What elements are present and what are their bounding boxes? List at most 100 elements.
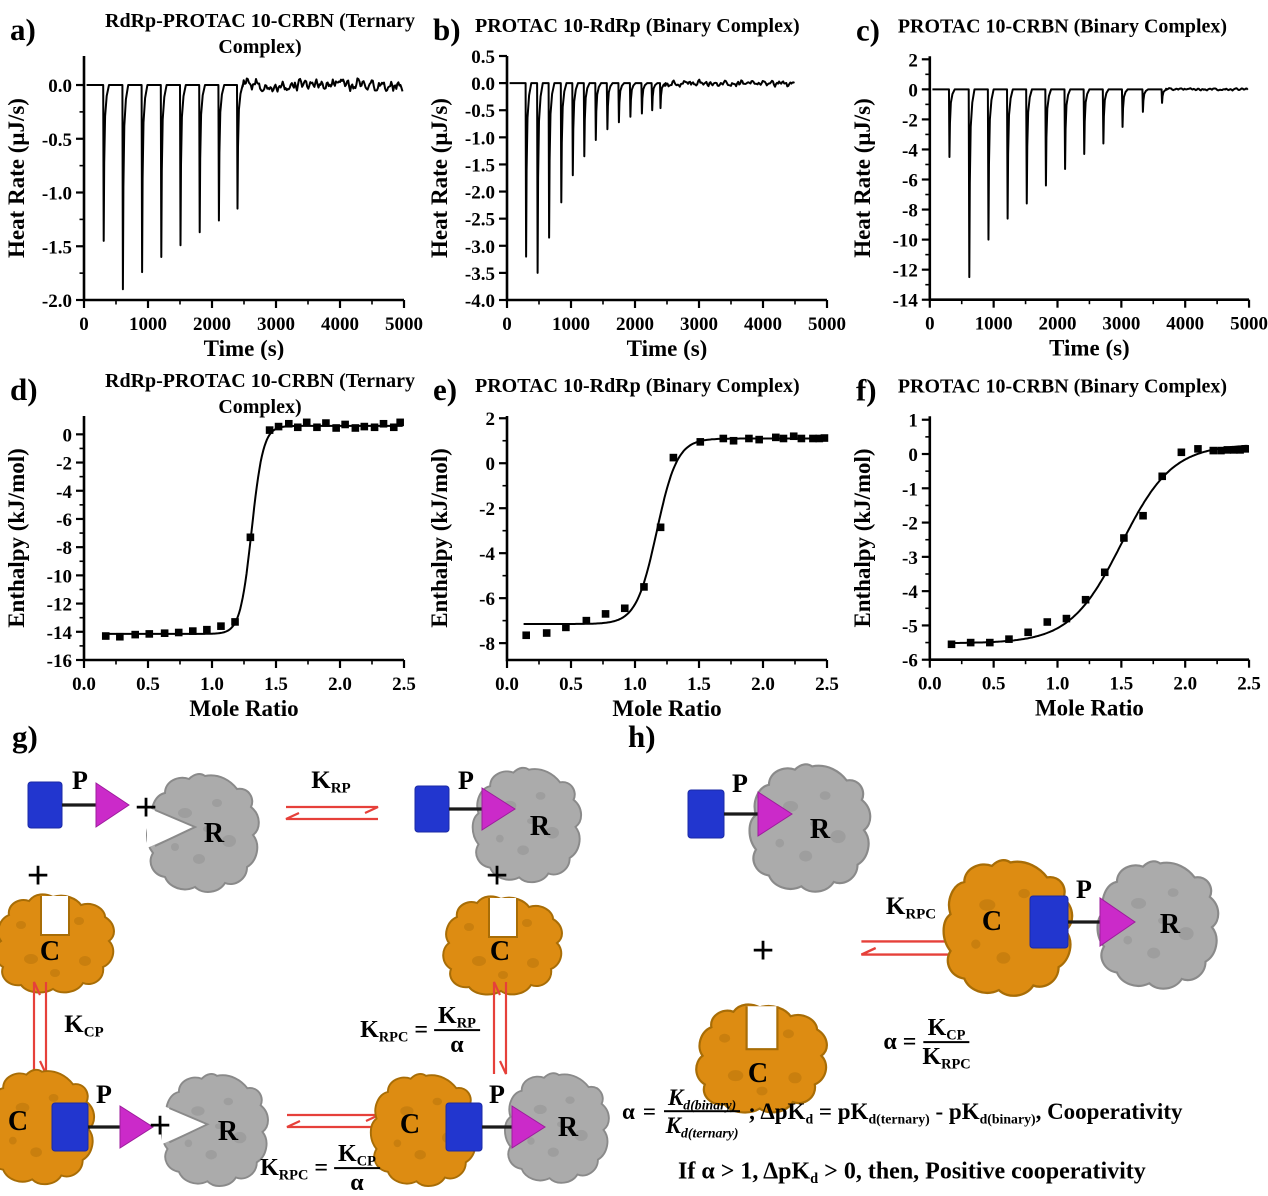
y-tick-label: -16 <box>47 651 72 672</box>
data-point <box>755 435 763 444</box>
y-tick-label: -2.0 <box>465 183 495 204</box>
fit-curve <box>103 424 403 635</box>
x-tick-label: 0 <box>502 314 512 335</box>
data-point <box>341 420 349 429</box>
y-axis-label: Heat Rate (μJ/s) <box>850 98 875 257</box>
panel-letter: f) <box>856 372 877 407</box>
x-tick-label: 3000 <box>680 314 718 335</box>
protac-label: P <box>458 766 474 795</box>
data-point <box>696 438 705 446</box>
data-point <box>274 422 283 431</box>
y-axis-ticks: 2 0 -2 -4 -6 -8 -10 -12 -14 <box>893 50 930 312</box>
x-tick-label: 2.0 <box>328 674 352 695</box>
axes <box>82 416 404 662</box>
data-point <box>396 418 404 427</box>
rp-complex-h <box>687 763 872 893</box>
x-axis-label: Mole Ratio <box>189 696 298 720</box>
warhead-triangle <box>95 782 130 828</box>
protac-label: P <box>96 1080 112 1109</box>
x-tick-label: 2000 <box>616 314 654 335</box>
y-tick-label: 1 <box>908 411 917 432</box>
panel-letter: a) <box>10 12 36 47</box>
y-tick-label: -1.0 <box>465 128 495 149</box>
crbn-label: C <box>747 1058 769 1089</box>
ligand-square <box>1029 895 1069 949</box>
x-tick-label: 5000 <box>808 314 846 335</box>
data-point <box>116 632 124 641</box>
data-point <box>1100 568 1109 577</box>
data-point <box>174 628 183 637</box>
panel-letter: d) <box>10 372 38 407</box>
chart-panel-e: 2 0 -2 -4 -6 -80.0 0.5 1.0 1.5 2.0 2.5 Mole Ratio En… <box>427 372 839 720</box>
equilibrium-arrows-kcp <box>32 980 48 1076</box>
y-tick-label: 2 <box>486 409 496 430</box>
y-tick-label: -3 <box>902 548 918 569</box>
data-point <box>1062 614 1071 623</box>
rdrp-label: R <box>217 1116 239 1147</box>
alpha-equals-kcp-over-krpc-equation: α = KCP KRPC <box>883 1015 971 1073</box>
x-tick-label: 1.0 <box>623 674 647 695</box>
data-point <box>313 423 321 432</box>
equilibrium-arrows-krpc-right <box>492 980 508 1076</box>
ternary-complex-g <box>369 1072 610 1187</box>
data-point <box>231 618 239 626</box>
data-point <box>203 625 211 634</box>
data-point <box>293 423 302 432</box>
x-tick-label: 3000 <box>1102 314 1140 335</box>
chart-panel-d: 0 -2 -4 -6 -8 -10 -12 -14 -160.0 0.5 1.0 1.5 2.0 2.5 M… <box>4 370 416 720</box>
panel-letter-h: h) <box>628 719 656 754</box>
data-point <box>189 627 197 635</box>
data-point <box>729 436 738 445</box>
y-axis-ticks: 2 0 -2 -4 -6 -8 <box>479 409 507 655</box>
panel-title: Complex) <box>218 36 301 58</box>
x-tick-label: 0.0 <box>918 674 942 695</box>
y-axis-label: Enthalpy (kJ/mol) <box>427 448 452 628</box>
y-tick-label: -0.5 <box>42 130 72 151</box>
data-point <box>332 424 340 432</box>
scatter-points <box>947 445 1250 649</box>
krpc-equals-kcp-over-alpha-equation: KRPC = KCP α <box>260 1141 380 1196</box>
y-tick-label: -8 <box>902 201 918 222</box>
data-point <box>779 434 788 443</box>
panel-letter: c) <box>856 12 880 47</box>
y-tick-label: 0 <box>908 445 917 466</box>
panel-title: RdRp-PROTAC 10-CRBN (Ternary <box>105 10 415 32</box>
data-point <box>1005 635 1013 643</box>
data-point <box>351 424 360 432</box>
data-point <box>719 434 728 443</box>
y-tick-label: -10 <box>47 566 72 587</box>
plus-sign: + <box>751 927 775 973</box>
protac-label: P <box>1076 875 1092 904</box>
y-tick-label: -1.5 <box>42 237 72 258</box>
y-tick-label: -8 <box>56 538 72 559</box>
data-point <box>772 433 780 442</box>
x-axis-ticks: 0 1000 2000 3000 4000 5000 <box>502 300 846 335</box>
axes <box>82 56 404 302</box>
y-tick-label: -12 <box>893 261 918 282</box>
warhead-triangle <box>481 787 516 831</box>
y-tick-label: -4.0 <box>465 291 495 312</box>
data-point <box>131 630 139 639</box>
x-tick-label: 0.5 <box>136 674 160 695</box>
panel-title: PROTAC 10-RdRp (Binary Complex) <box>475 15 800 37</box>
x-axis-label: Time (s) <box>204 336 285 360</box>
ternary-complex-h <box>942 859 1220 997</box>
data-point <box>1139 511 1147 520</box>
x-tick-label: 5000 <box>385 314 423 335</box>
data-point <box>1223 446 1232 454</box>
equilibrium-arrows-krp <box>284 805 380 821</box>
data-point <box>620 604 629 613</box>
panel-letter-g: g) <box>12 719 38 754</box>
data-point <box>246 533 255 542</box>
x-tick-label: 3000 <box>257 314 295 335</box>
x-axis-label: Mole Ratio <box>612 696 721 720</box>
y-tick-label: -2 <box>902 514 918 535</box>
y-axis-label: Enthalpy (kJ/mol) <box>850 448 875 627</box>
x-tick-label: 0.5 <box>982 674 1006 695</box>
y-tick-label: -4 <box>479 544 495 565</box>
thermogram-trace <box>509 78 795 274</box>
data-point <box>1229 446 1238 454</box>
y-axis-ticks: 0.0 -0.5 -1.0 -1.5 -2.0 <box>42 76 84 312</box>
protac-label: P <box>489 1080 505 1109</box>
data-point <box>265 426 274 434</box>
